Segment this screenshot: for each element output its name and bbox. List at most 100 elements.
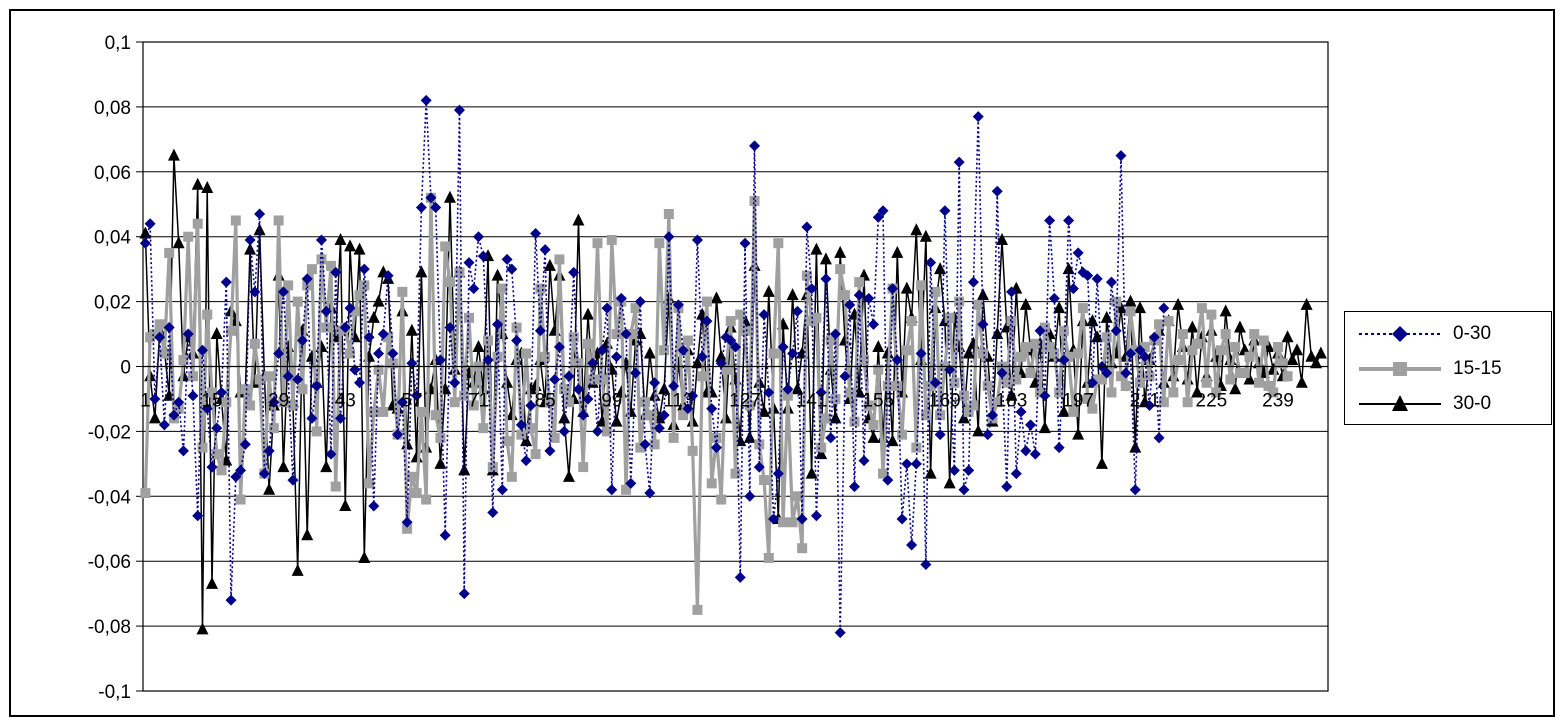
point-0-30	[929, 377, 941, 389]
point-15-15	[497, 283, 508, 294]
point-0-30	[634, 296, 646, 308]
point-0-30	[420, 94, 432, 106]
point-30-0	[829, 411, 842, 424]
point-0-30	[810, 510, 822, 522]
point-15-15	[1077, 303, 1088, 314]
point-15-15	[140, 488, 151, 499]
point-15-15	[1025, 367, 1036, 378]
point-0-30	[544, 445, 556, 457]
point-0-30	[948, 464, 960, 476]
legend-label-15-15: 15-15	[1453, 358, 1502, 379]
point-15-15	[373, 364, 384, 375]
point-0-30	[553, 341, 565, 353]
point-30-0	[996, 232, 1009, 245]
point-15-15	[1035, 387, 1046, 398]
legend-item-15-15: 15-15	[1345, 352, 1551, 386]
point-30-0	[872, 340, 885, 353]
point-0-30	[520, 455, 532, 467]
point-0-30	[320, 305, 332, 317]
point-0-30	[144, 218, 156, 230]
point-0-30	[791, 305, 803, 317]
y-tick-label: 0	[120, 358, 131, 379]
point-0-30	[982, 429, 994, 441]
point-0-30	[787, 348, 799, 360]
point-15-15	[944, 312, 955, 323]
point-0-30	[335, 412, 346, 424]
point-0-30	[211, 422, 223, 434]
point-15-15	[1177, 329, 1188, 340]
point-15-15	[925, 380, 936, 391]
point-0-30	[953, 156, 965, 168]
y-tick-label: -0,04	[88, 487, 132, 508]
point-15-15	[701, 296, 712, 307]
legend-swatch-30-0	[1359, 395, 1441, 411]
point-15-15	[725, 316, 736, 327]
point-15-15	[1158, 397, 1169, 408]
point-15-15	[854, 277, 865, 288]
point-15-15	[568, 332, 579, 343]
point-15-15	[973, 299, 984, 310]
point-0-30	[1139, 351, 1151, 363]
point-0-30	[263, 445, 275, 457]
point-30-0	[957, 411, 970, 424]
point-15-15	[1096, 374, 1107, 385]
point-15-15	[521, 348, 532, 359]
point-30-0	[1229, 382, 1242, 395]
point-15-15	[839, 290, 850, 301]
point-0-30	[915, 348, 927, 360]
point-0-30	[1048, 292, 1060, 304]
point-0-30	[1053, 442, 1065, 454]
point-15-15	[1154, 319, 1165, 330]
y-tick-label: 0,1	[105, 33, 131, 54]
point-0-30	[287, 474, 299, 486]
point-15-15	[982, 380, 993, 391]
point-0-30	[196, 344, 208, 356]
point-15-15	[1220, 329, 1231, 340]
point-0-30	[325, 448, 337, 460]
x-tick-label: 43	[335, 391, 356, 412]
point-0-30	[563, 370, 575, 382]
point-0-30	[920, 558, 932, 570]
point-0-30	[177, 445, 189, 457]
point-15-15	[197, 442, 208, 453]
point-0-30	[216, 386, 228, 398]
point-15-15	[816, 442, 827, 453]
point-15-15	[863, 400, 874, 411]
point-30-0	[1233, 320, 1246, 333]
point-15-15	[1249, 329, 1260, 340]
point-0-30	[182, 328, 194, 340]
point-15-15	[226, 325, 237, 336]
legend-swatch-0-30	[1359, 326, 1441, 342]
point-15-15	[687, 445, 698, 456]
x-tick-label: 127	[729, 391, 761, 412]
point-15-15	[825, 335, 836, 346]
point-15-15	[640, 397, 651, 408]
point-0-30	[477, 250, 489, 262]
point-15-15	[573, 358, 584, 369]
point-15-15	[611, 329, 622, 340]
point-0-30	[453, 104, 465, 116]
point-15-15	[768, 348, 779, 359]
point-15-15	[920, 410, 931, 421]
point-0-30	[168, 409, 180, 421]
point-15-15	[449, 397, 460, 408]
point-15-15	[1120, 380, 1131, 391]
point-15-15	[706, 478, 717, 489]
point-0-30	[887, 283, 899, 295]
point-15-15	[782, 390, 793, 401]
point-0-30	[577, 409, 589, 421]
point-30-0	[1300, 297, 1313, 310]
point-15-15	[654, 238, 665, 249]
point-0-30	[358, 263, 370, 275]
point-0-30	[691, 234, 703, 246]
point-15-15	[716, 494, 727, 505]
point-15-15	[1258, 335, 1269, 346]
point-15-15	[949, 377, 960, 388]
point-30-0	[543, 258, 556, 271]
point-15-15	[149, 329, 160, 340]
point-0-30	[882, 474, 894, 486]
point-15-15	[1206, 309, 1217, 320]
point-15-15	[154, 319, 165, 330]
point-0-30	[1067, 283, 1079, 295]
point-15-15	[1268, 387, 1279, 398]
